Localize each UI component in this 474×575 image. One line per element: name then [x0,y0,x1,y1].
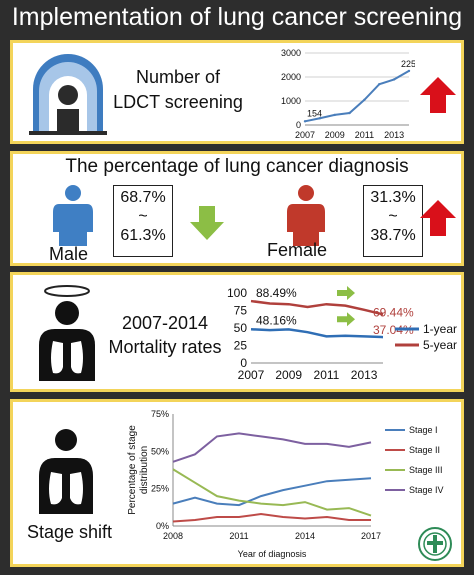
panel-ldct: Number of LDCT screening 0 1000 2000 3000 20… [10,40,464,144]
y-tick-label: 1000 [281,96,301,106]
series-line-1-year [250,328,384,339]
stage-chart: 0% 25% 50% 75% 2008 2011 2014 2017 Year of diagn… [127,409,444,559]
legend-label: 5-year [423,338,457,352]
y-tick-label: 50% [151,446,169,456]
x-tick-label: 2013 [384,130,404,140]
y-tick-label: 0 [296,120,301,130]
y-tick-label: 25% [151,484,169,494]
mortality-label-line2: Mortality rates [108,337,222,357]
panel-stage-shift: Stage shift 0% 25% 50% 75% 2008 2011 2014 2017 Y… [10,399,464,567]
annotation-5yr-start: 88.49% [256,286,297,300]
male-percent-box: 68.7% ~ 61.3% [113,185,173,257]
mortality-label-line1: 2007-2014 [121,313,209,333]
data-point [392,78,396,81]
y-tick-label: 0 [240,356,247,370]
stage-shift-label: Stage shift [27,522,113,542]
panel-mortality: 2007-2014 Mortality rates 0 25 50 75 100 2007… [10,272,464,392]
y-tick-label: 50 [234,321,248,335]
series-line-Stage III [172,468,372,517]
annotation-5yr-end: 69.44% [373,305,414,319]
legend-label: 1-year [423,322,457,336]
y-tick-label: 3000 [281,48,301,58]
down-arrow-icon [190,206,224,240]
legend-label: Stage IV [409,485,444,495]
x-tick-label: 2017 [361,531,381,541]
trend-arrow [337,286,355,301]
male-sep: ~ [138,208,148,225]
female-figure-icon [287,185,325,246]
series-line-Stage IV [172,432,372,463]
hospital-logo-icon [418,527,452,561]
male-figure-icon [53,185,93,246]
data-point [348,111,351,115]
male-label: Male [49,244,89,264]
series-line-5-year [250,299,384,316]
ldct-chart: 0 1000 2000 3000 2007 2009 2011 2013 154 2254 [281,48,415,140]
data-point [378,83,381,86]
diagnosis-heading: The percentage of lung cancer diagnosis [65,156,409,177]
y-tick-label: 75 [234,304,248,318]
lungs-person-icon [39,429,93,514]
mortality-chart: 0 25 50 75 100 2007 2009 2011 2013 88.49% 48.16% 69… [227,286,457,382]
x-tick-label: 2007 [238,368,265,382]
annotation-end: 2254 [401,59,415,69]
data-point [407,69,411,73]
annotation-1yr-end: 37.04% [373,323,414,337]
x-tick-label: 2009 [275,368,302,382]
x-tick-label: 2011 [355,130,374,140]
x-tick-label: 2014 [295,531,315,541]
x-tick-label: 2009 [325,130,345,140]
y-axis-label: Percentage of stagedistribution [127,425,150,515]
trend-arrow [337,312,355,327]
female-from: 31.3% [370,189,416,206]
y-tick-label: 100 [227,286,247,300]
legend-label: Stage II [409,445,440,455]
y-tick-label: 0% [156,521,169,531]
ldct-label-line1: Number of [135,67,221,87]
male-from: 68.7% [120,189,166,206]
male-to: 61.3% [120,227,166,244]
series-line-Stage I [172,477,372,507]
up-arrow-icon [420,200,456,236]
angel-lungs-icon [39,285,95,381]
ldct-label-line2: LDCT screening [113,92,243,112]
legend-label: Stage I [409,425,438,435]
y-tick-label: 75% [151,409,169,419]
panel-diagnosis: The percentage of lung cancer diagnosis … [10,151,464,266]
x-tick-label: 2011 [229,531,248,541]
legend-label: Stage III [409,465,443,475]
series-line [304,70,410,123]
y-tick-label: 2000 [281,72,301,82]
data-point [333,113,336,117]
x-tick-label: 2008 [163,531,183,541]
data-point [303,120,307,123]
annotation-1yr-start: 48.16% [256,313,297,327]
x-tick-label: 2011 [314,368,340,382]
x-tick-label: 2007 [295,130,315,140]
page-title: Implementation of lung cancer screening [11,3,463,31]
data-point [318,117,322,120]
x-tick-label: 2013 [351,368,378,382]
female-percent-box: 31.3% ~ 38.7% [363,185,423,257]
annotation-start: 154 [307,108,322,118]
data-point [363,98,366,101]
ct-scanner-icon [29,54,107,135]
x-axis-label: Year of diagnosis [238,549,307,559]
female-sep: ~ [388,208,398,225]
series-line-Stage II [172,513,371,523]
female-to: 38.7% [370,227,416,244]
y-tick-label: 25 [234,339,248,353]
up-arrow-icon [420,77,456,113]
female-label: Female [267,240,328,260]
